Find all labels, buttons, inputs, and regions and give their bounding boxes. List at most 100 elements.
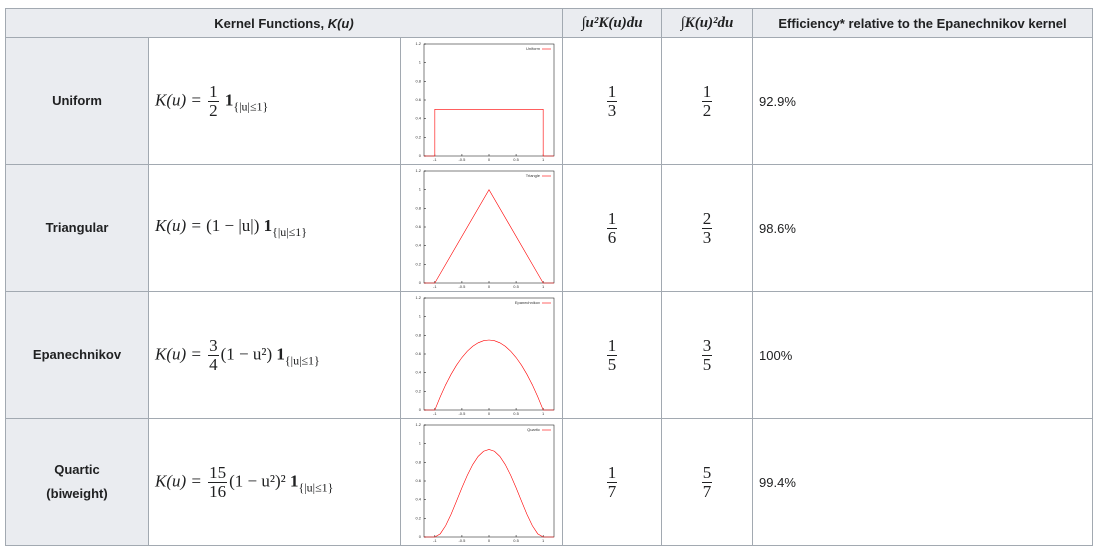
numerator: 1 xyxy=(607,208,617,228)
y-tick-label: 0.8 xyxy=(415,459,421,464)
y-tick-label: 0.4 xyxy=(415,496,421,501)
numerator: 5 xyxy=(702,462,712,482)
y-tick-label: 1 xyxy=(419,186,422,191)
x-tick-label: -0.5 xyxy=(458,284,466,289)
x-tick-label: -1 xyxy=(433,284,437,289)
header-cell: ∫u²K(u)du xyxy=(562,8,663,38)
numerator: 15 xyxy=(209,462,227,482)
table-row: Quartic (biweight) K(u) = 15 16 (1 − u²)² 1{… xyxy=(5,418,1094,546)
kernel-plot: 0 0.2 0.4 0.6 0.8 1 1.2 -1 -0.5 0 0.5 1 Uniform xyxy=(415,41,555,162)
efficiency-cell: 100% xyxy=(752,291,1094,419)
x-tick-label: 1 xyxy=(542,411,545,416)
header-symbol: K(u) xyxy=(327,15,354,31)
efficiency-value: 99.4% xyxy=(759,474,796,490)
denominator: 5 xyxy=(606,354,618,374)
x-tick-label: 1 xyxy=(542,157,545,162)
header-cell: Efficiency* relative to the Epanechnikov… xyxy=(752,8,1094,38)
plot-frame xyxy=(423,424,555,537)
formula-cell: K(u) = 3 4 (1 − u²) 1{|u|≤1} xyxy=(148,291,401,419)
kernel-curve xyxy=(424,188,554,283)
formula-body: (1 − u²)² xyxy=(229,470,286,490)
denominator: 5 xyxy=(701,354,713,374)
plot-cell: 0 0.2 0.4 0.6 0.8 1 1.2 -1 -0.5 0 0.5 1 Uniform xyxy=(399,37,564,165)
formula-lhs: K(u) = xyxy=(155,343,202,363)
efficiency-cell: 92.9% xyxy=(752,37,1094,165)
numerator: 1 xyxy=(702,81,712,101)
formula-support: {|u|≤1} xyxy=(272,225,308,239)
formula-indicator: 1 xyxy=(290,470,299,490)
x-tick-label: -1 xyxy=(433,411,437,416)
y-tick-label: 0.6 xyxy=(415,351,421,356)
legend-label: Uniform xyxy=(526,46,541,51)
efficiency-cell: 99.4% xyxy=(752,418,1094,546)
formula-support: {|u|≤1} xyxy=(298,479,334,494)
kernel-name-text: Uniform xyxy=(52,93,102,108)
plot-frame xyxy=(423,170,555,283)
kernel-name-text: Quartic xyxy=(54,462,100,477)
table-row: Epanechnikov K(u) = 3 4 (1 − u²) 1{|u|≤1} 0 0… xyxy=(5,291,1094,419)
denominator: 2 xyxy=(701,100,713,120)
numerator: 1 xyxy=(209,81,218,101)
y-tick-label: 0.8 xyxy=(415,205,421,210)
fraction: 15 16 xyxy=(208,462,228,501)
y-tick-label: 0.2 xyxy=(415,388,421,393)
x-tick-label: 0 xyxy=(488,411,491,416)
plot-cell: 0 0.2 0.4 0.6 0.8 1 1.2 -1 -0.5 0 0.5 1 Quartic xyxy=(399,418,564,546)
formula-lhs: K(u) = xyxy=(155,216,202,235)
y-tick-label: 1.2 xyxy=(415,422,421,427)
formula-indicator: 1 xyxy=(263,216,273,235)
x-tick-label: 1 xyxy=(542,538,545,543)
y-tick-label: 0.8 xyxy=(415,78,421,83)
y-tick-label: 1 xyxy=(419,59,422,64)
efficiency-cell: 98.6% xyxy=(752,164,1094,292)
header-cell: ∫K(u)²du xyxy=(661,8,754,38)
kernel-curve xyxy=(424,339,554,410)
formula-body: (1 − |u|) xyxy=(206,216,260,235)
y-tick-label: 0.4 xyxy=(415,115,421,120)
y-tick-label: 0.6 xyxy=(415,224,421,229)
numerator: 3 xyxy=(702,335,712,355)
y-tick-label: 0.2 xyxy=(415,515,421,520)
header-cell: Kernel Functions, K(u) xyxy=(4,8,564,38)
plot-frame xyxy=(423,43,555,156)
denominator: 3 xyxy=(701,227,713,247)
kernel-name-text: Triangular xyxy=(45,220,109,235)
denominator: 7 xyxy=(606,481,618,501)
legend-label: Quartic xyxy=(527,427,540,432)
y-tick-label: 0.2 xyxy=(415,261,421,266)
y-tick-label: 0 xyxy=(419,534,422,539)
y-tick-label: 0 xyxy=(419,280,422,285)
efficiency-value: 98.6% xyxy=(759,220,796,236)
formula-cell: K(u) = 15 16 (1 − u²)² 1{|u|≤1} xyxy=(148,418,401,546)
y-tick-label: 0.4 xyxy=(415,242,421,247)
x-tick-label: 0 xyxy=(488,538,491,543)
x-tick-label: 0.5 xyxy=(513,157,519,162)
x-tick-label: 0 xyxy=(488,157,491,162)
legend-label: Epanechnikov xyxy=(515,300,540,305)
formula-support: {|u|≤1} xyxy=(233,98,269,113)
x-tick-label: -0.5 xyxy=(458,538,466,543)
denominator: 7 xyxy=(701,481,713,501)
numerator: 1 xyxy=(607,462,617,482)
formula-support: {|u|≤1} xyxy=(284,352,320,367)
y-tick-label: 1.2 xyxy=(415,41,421,46)
kernel-name: Uniform xyxy=(5,37,149,165)
kernel-name: Triangular xyxy=(5,164,149,292)
kernel-curve xyxy=(424,108,554,156)
efficiency-value: 100% xyxy=(759,347,793,363)
